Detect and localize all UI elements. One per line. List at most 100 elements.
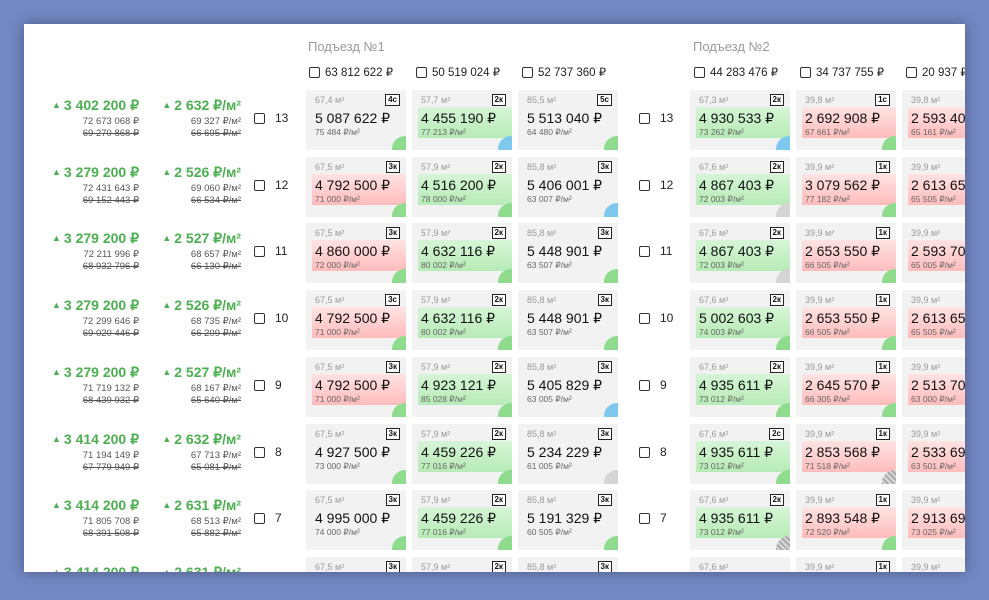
floor-checkbox[interactable]	[639, 312, 650, 324]
column-checkbox[interactable]	[522, 66, 533, 78]
total-increase-value: ▲ 3 279 200 ₽	[24, 297, 139, 315]
apartment-cell[interactable]: 39,9 м² 1к 2 893 548 ₽72 520 ₽/м²	[796, 490, 896, 550]
room-type-badge: 4с	[385, 94, 400, 106]
floor-select-1[interactable]: 10	[254, 308, 288, 328]
apartment-cell[interactable]: 67,5 м² 3к 4 927 500 ₽73 000 ₽/м²	[306, 424, 406, 484]
apartment-cell[interactable]: 57,7 м² 2к 4 455 190 ₽77 213 ₽/м²	[412, 90, 512, 150]
apartment-price: 2 913 69	[911, 510, 965, 526]
apartment-cell[interactable]: 39,9 м² 1к 2 645 570 ₽66 305 ₽/м²	[796, 357, 896, 417]
apartment-price: 5 406 001 ₽	[527, 177, 603, 193]
floor-select-2[interactable]: 8	[639, 442, 667, 462]
apartment-cell[interactable]: 67,6 м² 2к 4 867 403 ₽72 003 ₽/м²	[690, 157, 790, 217]
apartment-cell[interactable]: 67,3 м² 2к 4 930 533 ₽73 262 ₽/м²	[690, 90, 790, 150]
column-checkbox[interactable]	[416, 66, 427, 78]
apartment-cell[interactable]: 57,9 м² 2к	[412, 557, 512, 572]
room-type-badge: 1к	[875, 561, 890, 572]
apartment-cell[interactable]: 85,8 м² 3к 5 405 829 ₽63 005 ₽/м²	[518, 357, 618, 417]
column-checkbox[interactable]	[800, 66, 811, 78]
floor-checkbox[interactable]	[639, 512, 650, 524]
floor-checkbox[interactable]	[254, 512, 265, 524]
apartment-cell[interactable]: 85,8 м² 3к	[518, 557, 618, 572]
apartment-cell[interactable]: 67,6 м² 2к 4 867 403 ₽72 003 ₽/м²	[690, 223, 790, 283]
column-filter-1-3[interactable]: 52 737 360 ₽	[522, 65, 606, 79]
apartment-cell[interactable]: 67,6 м² 2к 4 935 611 ₽73 012 ₽/м²	[690, 490, 790, 550]
apartment-cell[interactable]: 85,8 м² 3к 5 448 901 ₽63 507 ₽/м²	[518, 290, 618, 350]
floor-checkbox[interactable]	[639, 245, 650, 257]
apartment-cell[interactable]: 39,9 м² 1к 3 079 562 ₽77 182 ₽/м²	[796, 157, 896, 217]
floor-select-1[interactable]: 7	[254, 508, 282, 528]
floor-select-1[interactable]: 8	[254, 442, 282, 462]
apartment-cell[interactable]: 57,9 м² 2к 4 459 226 ₽77 016 ₽/м²	[412, 490, 512, 550]
apartment-cell[interactable]: 67,6 м² 2к 4 935 611 ₽73 012 ₽/м²	[690, 357, 790, 417]
apartment-cell[interactable]: 57,9 м² 2к 4 516 200 ₽78 000 ₽/м²	[412, 157, 512, 217]
floor-select-1[interactable]: 12	[254, 175, 288, 195]
apartment-area: 39,9 м²	[805, 228, 835, 238]
column-checkbox[interactable]	[906, 66, 917, 78]
apartment-cell[interactable]: 57,9 м² 2к 4 632 116 ₽80 002 ₽/м²	[412, 223, 512, 283]
floor-checkbox[interactable]	[639, 179, 650, 191]
apartment-cell[interactable]: 39,9 м² 2 513 70 63 000 ₽/м²	[902, 357, 965, 417]
floor-select-2[interactable]: 11	[639, 241, 672, 261]
apartment-cell[interactable]: 39,9 м² 2 913 69 73 025 ₽/м²	[902, 490, 965, 550]
apartment-cell[interactable]: 67,5 м² 3с 4 792 500 ₽71 000 ₽/м²	[306, 290, 406, 350]
floor-checkbox[interactable]	[639, 112, 650, 124]
floor-checkbox[interactable]	[254, 379, 265, 391]
column-filter-1-2[interactable]: 50 519 024 ₽	[416, 65, 500, 79]
floor-select-2[interactable]: 7	[639, 508, 667, 528]
apartment-cell[interactable]: 67,4 м² 4с 5 087 622 ₽75 484 ₽/м²	[306, 90, 406, 150]
apartment-cell[interactable]: 39,9 м² 1к 2 653 550 ₽66 505 ₽/м²	[796, 223, 896, 283]
column-filter-2-2[interactable]: 34 737 755 ₽	[800, 65, 884, 79]
floor-select-2[interactable]: 10	[639, 308, 673, 328]
floor-select-2[interactable]: 12	[639, 175, 673, 195]
floor-checkbox[interactable]	[254, 179, 265, 191]
apartment-cell[interactable]: 67,6 м²	[690, 557, 790, 572]
floor-checkbox[interactable]	[639, 446, 650, 458]
apartment-cell[interactable]: 57,9 м² 2к 4 459 226 ₽77 016 ₽/м²	[412, 424, 512, 484]
apartment-area: 67,6 м²	[699, 429, 729, 439]
apartment-cell[interactable]: 39,9 м² 1к	[796, 557, 896, 572]
apartment-cell[interactable]: 39,9 м² 1к 2 653 550 ₽66 505 ₽/м²	[796, 290, 896, 350]
apartment-cell[interactable]: 67,5 м² 3к 4 860 000 ₽72 000 ₽/м²	[306, 223, 406, 283]
floor-select-1[interactable]: 11	[254, 241, 287, 261]
column-checkbox[interactable]	[309, 66, 320, 78]
apartment-cell[interactable]: 67,5 м² 3к 4 792 500 ₽71 000 ₽/м²	[306, 157, 406, 217]
apartment-price: 4 935 611 ₽	[699, 510, 774, 526]
floor-checkbox[interactable]	[254, 446, 265, 458]
column-filter-1-1[interactable]: 63 812 622 ₽	[309, 65, 393, 79]
apartment-cell[interactable]: 39,8 м² 2 593 40 65 161 ₽/м²	[902, 90, 965, 150]
apartment-area: 39,9 м²	[911, 228, 941, 238]
column-checkbox[interactable]	[694, 66, 705, 78]
up-arrow-icon: ▲	[162, 233, 172, 243]
apartment-cell[interactable]: 85,8 м² 3к 5 234 229 ₽61 005 ₽/м²	[518, 424, 618, 484]
column-total-label: 63 812 622 ₽	[325, 67, 394, 79]
apartment-cell[interactable]: 67,5 м² 3к	[306, 557, 406, 572]
apartment-cell[interactable]: 67,6 м² 2с 4 935 611 ₽73 012 ₽/м²	[690, 424, 790, 484]
apartment-cell[interactable]: 39,9 м² 2 613 65 65 505 ₽/м²	[902, 290, 965, 350]
column-filter-2-1[interactable]: 44 283 476 ₽	[694, 65, 778, 79]
apartment-cell[interactable]: 39,9 м²	[902, 557, 965, 572]
apartment-cell[interactable]: 39,9 м² 2 593 70 65 005 ₽/м²	[902, 223, 965, 283]
apartment-cell[interactable]: 85,5 м² 5с 5 513 040 ₽64 480 ₽/м²	[518, 90, 618, 150]
floor-checkbox[interactable]	[639, 379, 650, 391]
apartment-cell[interactable]: 85,8 м² 3к 5 406 001 ₽63 007 ₽/м²	[518, 157, 618, 217]
apartment-cell[interactable]: 85,8 м² 3к 5 191 329 ₽60 505 ₽/м²	[518, 490, 618, 550]
column-filter-2-3[interactable]: 20 937 ₽	[906, 65, 965, 79]
apartment-cell[interactable]: 39,9 м² 2 533 69 63 501 ₽/м²	[902, 424, 965, 484]
apartment-cell[interactable]: 39,9 м² 1к 2 853 568 ₽71 518 ₽/м²	[796, 424, 896, 484]
status-indicator-icon	[392, 136, 406, 150]
floor-select-1[interactable]: 9	[254, 375, 282, 395]
apartment-cell[interactable]: 57,9 м² 2к 4 632 116 ₽80 002 ₽/м²	[412, 290, 512, 350]
floor-select-2[interactable]: 13	[639, 108, 673, 128]
apartment-cell[interactable]: 85,8 м² 3к 5 448 901 ₽63 507 ₽/м²	[518, 223, 618, 283]
apartment-cell[interactable]: 67,5 м² 3к 4 995 000 ₽74 000 ₽/м²	[306, 490, 406, 550]
floor-select-1[interactable]: 13	[254, 108, 288, 128]
floor-checkbox[interactable]	[254, 312, 265, 324]
apartment-cell[interactable]: 67,5 м² 3к 4 792 500 ₽71 000 ₽/м²	[306, 357, 406, 417]
floor-checkbox[interactable]	[254, 245, 265, 257]
floor-checkbox[interactable]	[254, 112, 265, 124]
apartment-cell[interactable]: 57,9 м² 2к 4 923 121 ₽85 028 ₽/м²	[412, 357, 512, 417]
apartment-cell[interactable]: 67,6 м² 2к 5 002 603 ₽74 003 ₽/м²	[690, 290, 790, 350]
apartment-cell[interactable]: 39,9 м² 2 613 65 65 505 ₽/м²	[902, 157, 965, 217]
apartment-cell[interactable]: 39,8 м² 1с 2 692 908 ₽67 661 ₽/м²	[796, 90, 896, 150]
floor-select-2[interactable]: 9	[639, 375, 667, 395]
